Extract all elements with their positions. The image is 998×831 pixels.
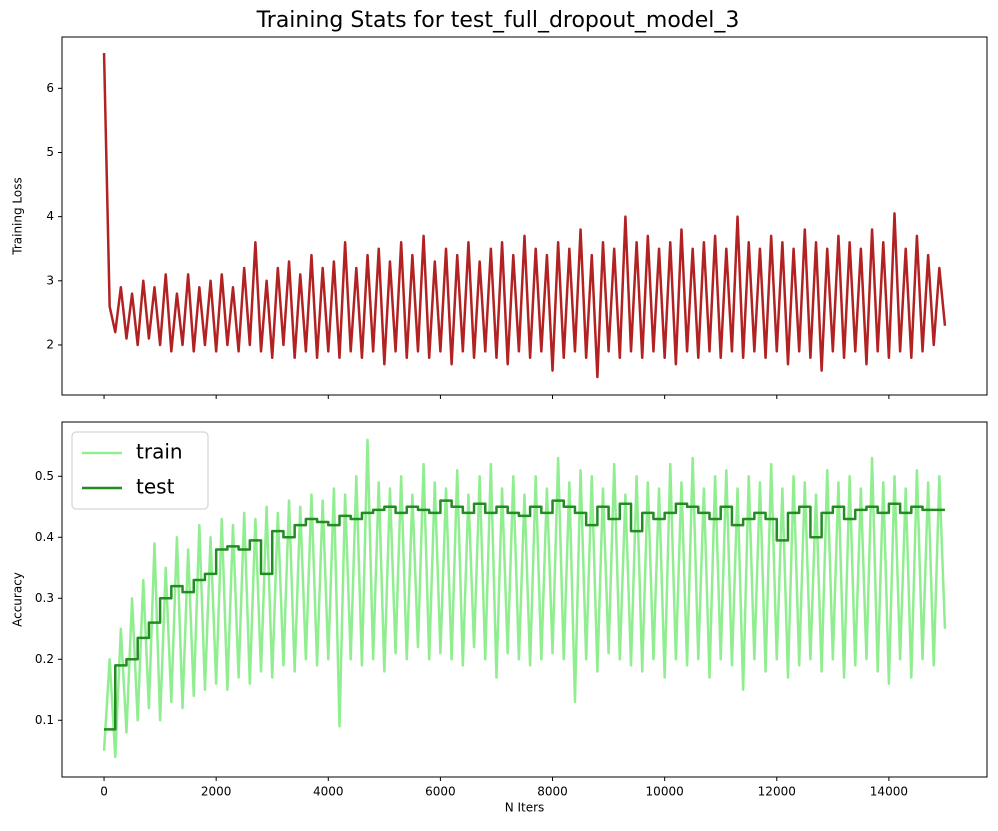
data-line [102, 53, 947, 379]
x-tick-label: 10000 [646, 785, 684, 799]
plot-area [102, 53, 947, 379]
y-tick-label: 0.2 [35, 652, 54, 666]
y-tick-label: 0.3 [35, 591, 54, 605]
data-line [102, 438, 947, 759]
y-tick-label: 5 [46, 145, 54, 159]
chart-title: Training Stats for test_full_dropout_mod… [256, 8, 740, 33]
y-tick-label: 6 [46, 81, 54, 95]
x-tick-label: 12000 [758, 785, 796, 799]
legend-label: test [136, 475, 175, 499]
legend-box [71, 431, 209, 510]
plot-area [102, 438, 947, 759]
x-tick-label: 14000 [870, 785, 908, 799]
x-tick-label: 0 [100, 785, 108, 799]
y-axis-label: Accuracy [11, 572, 25, 627]
y-tick-label: 0.4 [35, 530, 54, 544]
x-tick-label: 8000 [537, 785, 568, 799]
x-axis-label: N Iters [505, 801, 545, 815]
y-tick-label: 4 [46, 209, 54, 223]
y-tick-label: 0.5 [35, 469, 54, 483]
axes-frame [61, 421, 988, 778]
y-axis-label: Training Loss [11, 177, 25, 255]
y-tick-label: 2 [46, 337, 54, 351]
x-tick-label: 4000 [313, 785, 344, 799]
y-tick-label: 3 [46, 273, 54, 287]
legend-label: train [136, 440, 183, 464]
x-tick-label: 2000 [201, 785, 232, 799]
x-tick-label: 6000 [425, 785, 456, 799]
axes-frame [61, 36, 988, 396]
y-tick-label: 0.1 [35, 713, 54, 727]
data-line [104, 499, 945, 731]
